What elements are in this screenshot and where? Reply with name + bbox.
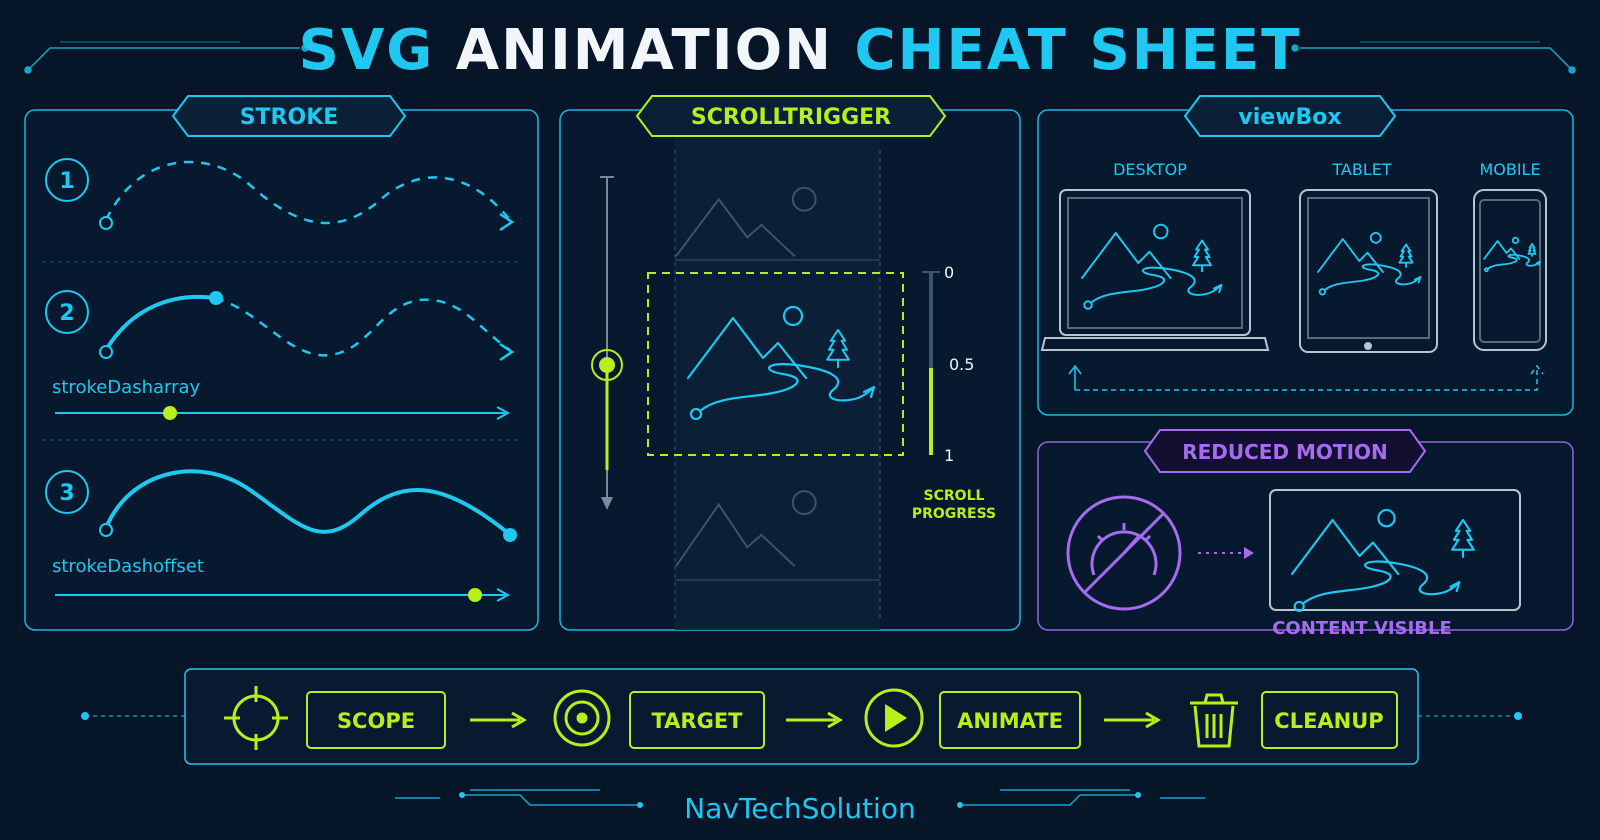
phone-device [1473, 189, 1547, 351]
stroke-panel: STROKE 1 2 strokeDasharray 3 [24, 95, 539, 631]
title-cheat-sheet: CHEAT SHEET [854, 18, 1302, 83]
scrolltrigger-title-plate [635, 95, 947, 137]
progress-tick-0: 0 [944, 263, 954, 282]
brand-name: NavTechSolution [684, 792, 915, 825]
scope-label: SCOPE [337, 709, 415, 733]
viewbox-panel: viewBox DESKTOP TABLET MOBILE [1037, 95, 1574, 416]
step-number: 1 [59, 169, 74, 194]
title-animation: ANIMATION [455, 18, 834, 83]
stroke-step-2: 2 strokeDasharray [45, 290, 515, 420]
progress-knob [468, 588, 482, 602]
cleanup-label: CLEANUP [1274, 709, 1383, 733]
trash-icon [1190, 693, 1238, 748]
stroke-dasharray-label: strokeDasharray [52, 377, 201, 398]
flow-bar: SCOPE TARGET ANIMATE CLEANUP [81, 668, 1522, 765]
scroll-caption-line2: PROGRESS [912, 506, 996, 522]
viewbox-title: viewBox [1238, 105, 1341, 130]
animate-button[interactable] [939, 691, 1081, 749]
viewport-frame [647, 272, 904, 456]
faded-scene-top [675, 186, 817, 257]
animate-label: ANIMATE [957, 709, 1063, 733]
stroke-title: STROKE [240, 105, 339, 130]
static-content-frame [1269, 489, 1521, 611]
tablet-device [1299, 189, 1438, 353]
device-label-mobile: MOBILE [1479, 160, 1540, 179]
progress-tick-05: 0.5 [949, 355, 974, 374]
stroke-step-1: 1 [45, 158, 515, 232]
crosshair-icon [224, 686, 288, 750]
reduced-motion-panel: REDUCED MOTION CONTENT VISIBLE [1037, 429, 1574, 639]
page-title: SVG ANIMATION CHEAT SHEET [0, 16, 1600, 86]
stroke-dashoffset-label: strokeDashoffset [52, 556, 204, 577]
reduced-motion-title-plate [1143, 429, 1427, 473]
play-icon [864, 688, 924, 748]
scroll-caption-line1: SCROLL [924, 488, 985, 504]
target-icon [553, 689, 611, 747]
header-decor [24, 41, 1576, 74]
step-number: 2 [59, 301, 74, 326]
stroke-step-3: 3 strokeDashoffset [45, 469, 517, 602]
scrolltrigger-panel: SCROLLTRIGGER 0 0.5 1 SCROLL PROGRESS [559, 95, 1021, 631]
step-number: 3 [59, 481, 74, 506]
faded-scene-bottom [675, 490, 817, 567]
stroke-title-plate [171, 95, 407, 137]
footer: NavTechSolution [395, 789, 1205, 825]
cleanup-button[interactable] [1261, 691, 1398, 749]
scroll-strip [675, 135, 880, 630]
content-visible-label: CONTENT VISIBLE [1272, 618, 1452, 639]
reduced-motion-title: REDUCED MOTION [1182, 440, 1388, 464]
device-label-tablet: TABLET [1331, 160, 1391, 179]
target-button[interactable] [629, 691, 765, 749]
title-svg: SVG [298, 18, 435, 83]
scroll-handle[interactable] [591, 349, 623, 381]
viewbox-title-plate [1183, 95, 1397, 137]
progress-knob [163, 406, 177, 420]
speedometer-off-icon [1066, 495, 1182, 611]
progress-tick-1: 1 [944, 446, 954, 465]
device-label-desktop: DESKTOP [1113, 160, 1187, 179]
laptop-device [1040, 189, 1270, 351]
scrolltrigger-title: SCROLLTRIGGER [691, 105, 891, 130]
scope-button[interactable] [306, 691, 446, 749]
target-label: TARGET [651, 709, 743, 733]
